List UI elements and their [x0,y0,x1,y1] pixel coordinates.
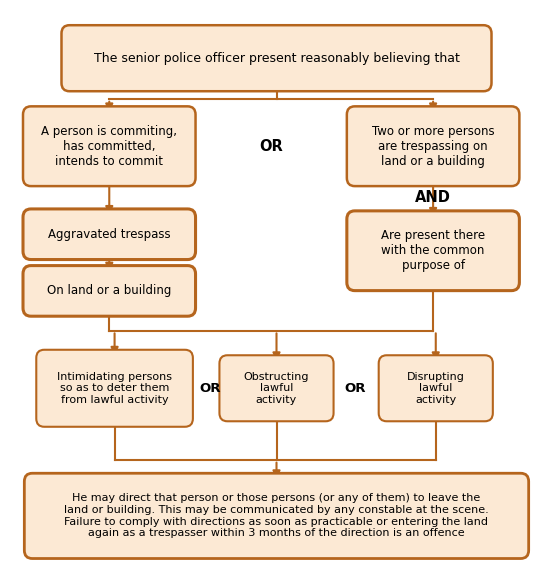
Text: He may direct that person or those persons (or any of them) to leave the
land or: He may direct that person or those perso… [64,493,489,538]
Text: On land or a building: On land or a building [47,284,171,297]
Text: Disrupting
lawful
activity: Disrupting lawful activity [407,372,465,405]
FancyBboxPatch shape [347,107,519,186]
Text: Intimidating persons
so as to deter them
from lawful activity: Intimidating persons so as to deter them… [57,372,172,405]
FancyBboxPatch shape [23,107,196,186]
Text: Two or more persons
are trespassing on
land or a building: Two or more persons are trespassing on l… [372,125,494,168]
Text: AND: AND [415,190,451,205]
FancyBboxPatch shape [23,209,196,260]
Text: Aggravated trespass: Aggravated trespass [48,227,170,241]
FancyBboxPatch shape [347,211,519,291]
Text: OR: OR [200,382,221,395]
FancyBboxPatch shape [36,350,193,427]
Text: OR: OR [345,382,366,395]
Text: OR: OR [259,139,283,154]
FancyBboxPatch shape [24,473,529,559]
FancyBboxPatch shape [220,355,333,421]
Text: The senior police officer present reasonably believing that: The senior police officer present reason… [93,52,460,65]
Text: A person is commiting,
has committed,
intends to commit: A person is commiting, has committed, in… [41,125,178,168]
FancyBboxPatch shape [61,25,492,91]
Text: Obstructing
lawful
activity: Obstructing lawful activity [244,372,309,405]
Text: Are present there
with the common
purpose of: Are present there with the common purpos… [381,229,485,272]
FancyBboxPatch shape [23,266,196,316]
FancyBboxPatch shape [379,355,493,421]
